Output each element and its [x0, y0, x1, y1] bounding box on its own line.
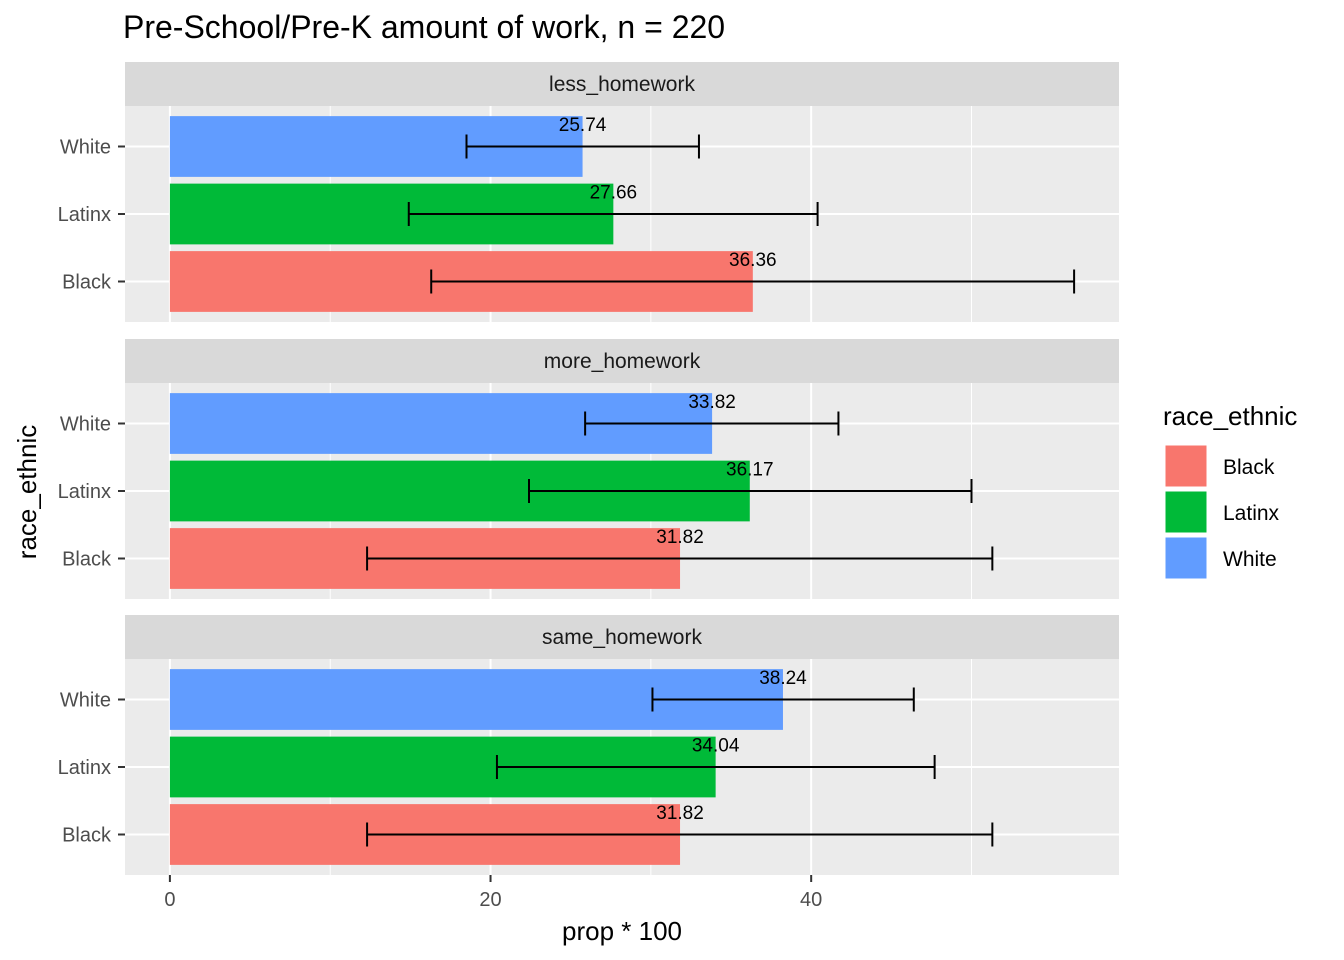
y-tick-label: White	[60, 137, 111, 159]
y-tick-label: Latinx	[58, 481, 111, 503]
x-tick-label: 20	[479, 889, 501, 911]
legend: race_ethnic Black Latinx White	[1163, 401, 1297, 580]
facet-strip-label: same_homework	[542, 626, 702, 649]
error-bar	[651, 687, 915, 712]
data-label: 25.74	[559, 115, 607, 136]
y-tick-label: White	[60, 690, 111, 712]
facet-strip	[125, 62, 1119, 106]
error-bar	[584, 411, 840, 436]
legend-label-Black: Black	[1223, 456, 1275, 479]
data-label: 31.82	[656, 803, 704, 824]
error-bar	[407, 202, 819, 226]
data-label: 36.36	[729, 250, 777, 271]
facet-strip	[125, 615, 1119, 659]
data-label: 31.82	[656, 527, 704, 548]
facet-panel-less_homework: less_homework Black 36.36 Latinx 27.66 White 2…	[58, 62, 1119, 322]
error-bar	[430, 269, 1076, 294]
y-tick-label: Black	[62, 549, 112, 571]
x-axis-title: prop * 100	[562, 916, 682, 946]
facet-strip-label: less_homework	[549, 73, 695, 96]
data-label: 34.04	[692, 736, 740, 757]
facet-strip-label: more_homework	[544, 350, 701, 373]
data-label: 27.66	[590, 183, 638, 204]
data-label: 36.17	[726, 460, 774, 481]
error-bar	[366, 822, 994, 847]
error-bar	[366, 546, 994, 571]
y-tick-label: Black	[62, 272, 112, 294]
legend-title: race_ethnic	[1163, 401, 1297, 431]
y-tick-label: Black	[62, 825, 112, 847]
error-bar	[465, 134, 700, 159]
y-axis-title-group: race_ethnic	[12, 425, 42, 559]
facet-panels: less_homework Black 36.36 Latinx 27.66 White 2…	[58, 62, 1119, 875]
data-label: 38.24	[759, 668, 807, 689]
chart-title: Pre-School/Pre-K amount of work, n = 220	[123, 9, 725, 45]
legend-label-White: White	[1223, 548, 1277, 571]
legend-key-Latinx	[1164, 490, 1208, 534]
legend-key-White	[1164, 536, 1208, 580]
error-bar	[528, 479, 973, 503]
y-tick-label: Latinx	[58, 204, 111, 226]
y-axis-title: race_ethnic	[12, 425, 42, 559]
error-bar	[495, 755, 936, 779]
x-tick-label: 40	[800, 889, 822, 911]
facet-panel-same_homework: same_homework Black 31.82 Latinx 34.04 White 3…	[58, 615, 1119, 875]
data-label: 33.82	[688, 392, 736, 413]
y-tick-label: White	[60, 414, 111, 436]
facet-strip	[125, 339, 1119, 383]
x-tick-label: 0	[164, 889, 175, 911]
y-tick-label: Latinx	[58, 757, 111, 779]
x-axis: 0 20 40	[164, 875, 822, 911]
legend-label-Latinx: Latinx	[1223, 502, 1280, 525]
legend-key-Black	[1164, 444, 1208, 488]
facet-panel-more_homework: more_homework Black 31.82 Latinx 36.17 White 3…	[58, 339, 1119, 599]
